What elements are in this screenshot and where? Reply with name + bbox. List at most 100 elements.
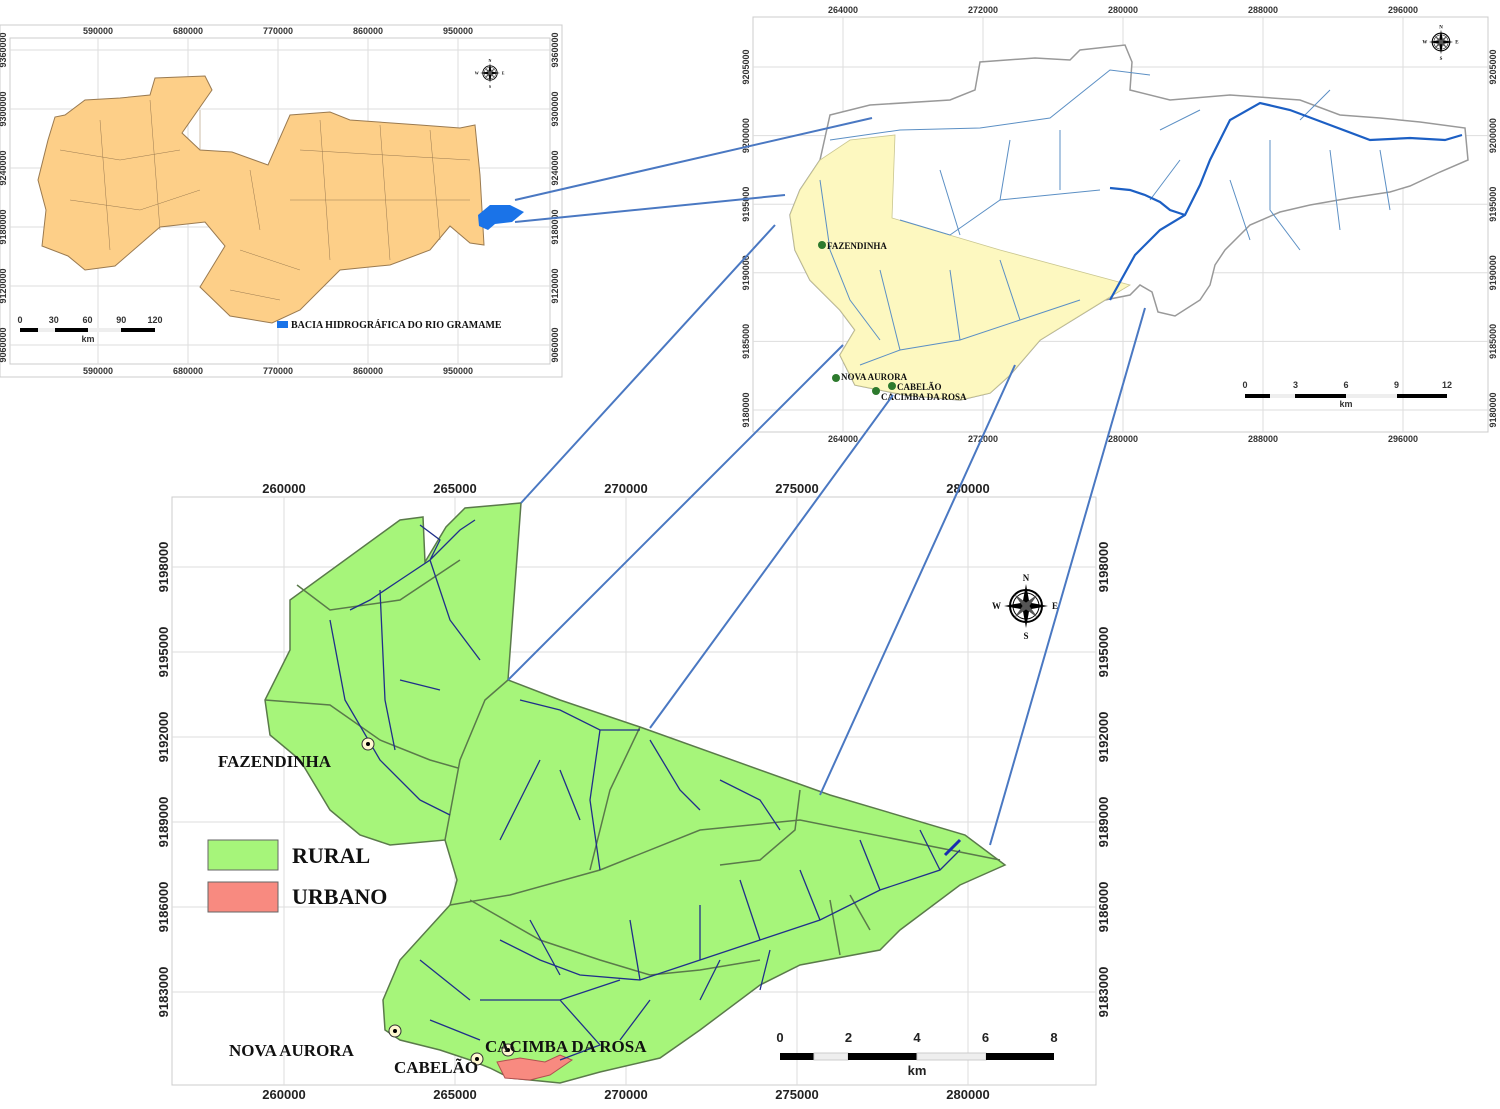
x-tick-label-bottom: 288000 bbox=[1248, 434, 1278, 444]
legend-swatch-rural bbox=[207, 839, 279, 871]
scale-bar: 0 30 60 90 120 km bbox=[17, 315, 162, 344]
towns-basin: FAZENDINHA NOVA AURORA CABELÃO CACIMBA D… bbox=[818, 241, 967, 402]
legend-label-basin: BACIA HIDROGRÁFICA DO RIO GRAMAME bbox=[291, 319, 502, 331]
y-tick-label-left: 9240000 bbox=[0, 150, 8, 185]
y-tick-label-left: 9192000 bbox=[156, 712, 171, 763]
scale-unit: km bbox=[81, 334, 94, 344]
drainage-network-detail bbox=[329, 519, 962, 1061]
x-tick-label-bottom: 860000 bbox=[353, 366, 383, 376]
gramame-basin-small bbox=[478, 205, 524, 230]
x-tick-label-bottom: 280000 bbox=[946, 1087, 989, 1102]
rural-area bbox=[264, 502, 1007, 1084]
basin-map-panel: 264000 264000 272000 272000 280000 280000 2880… bbox=[741, 5, 1498, 444]
x-tick-label-bottom: 270000 bbox=[604, 1087, 647, 1102]
y-tick-label-left: 9185000 bbox=[741, 324, 751, 359]
scale-label: 60 bbox=[82, 315, 92, 325]
x-tick-label-top: 260000 bbox=[262, 481, 305, 496]
y-tick-label-right: 9195000 bbox=[1488, 187, 1498, 222]
legend-label-urban: URBANO bbox=[292, 884, 387, 909]
y-tick-label-left: 9180000 bbox=[0, 209, 8, 244]
y-tick-label-left: 9195000 bbox=[156, 627, 171, 678]
y-tick-label-left: 9186000 bbox=[156, 882, 171, 933]
y-tick-label-right: 9360000 bbox=[550, 32, 560, 67]
y-tick-label-left: 9195000 bbox=[741, 187, 751, 222]
y-tick-label-right: 9060000 bbox=[550, 327, 560, 362]
y-tick-label-left: 9189000 bbox=[156, 797, 171, 848]
y-tick-label-left: 9183000 bbox=[156, 967, 171, 1018]
scale-label: 90 bbox=[116, 315, 126, 325]
x-tick-label-bottom: 272000 bbox=[968, 434, 998, 444]
scale-label: 0 bbox=[776, 1030, 783, 1045]
scale-bar: 0 2 4 6 8 km bbox=[776, 1030, 1057, 1078]
scale-label: 0 bbox=[17, 315, 22, 325]
x-tick-label-top: 288000 bbox=[1248, 5, 1278, 15]
town-marker-icon bbox=[501, 1043, 515, 1057]
town-marker-icon bbox=[388, 1024, 402, 1038]
y-tick-label-right: 9192000 bbox=[1096, 712, 1111, 763]
x-tick-label-bottom: 264000 bbox=[828, 434, 858, 444]
y-tick-label-right: 9189000 bbox=[1096, 797, 1111, 848]
x-tick-label-top: 265000 bbox=[433, 481, 476, 496]
scale-label: 2 bbox=[845, 1030, 852, 1045]
legend-swatch-urban bbox=[207, 881, 279, 913]
scale-label: 6 bbox=[1343, 380, 1348, 390]
scale-bar: 0 3 6 9 12 km bbox=[1242, 380, 1452, 409]
town-label: FAZENDINHA bbox=[218, 752, 332, 771]
town-marker-icon bbox=[470, 1052, 484, 1066]
y-tick-label-left: 9360000 bbox=[0, 32, 8, 67]
y-tick-label-right: 9180000 bbox=[550, 209, 560, 244]
scale-unit: km bbox=[1339, 399, 1352, 409]
scale-unit: km bbox=[908, 1063, 927, 1078]
x-tick-label-bottom: 296000 bbox=[1388, 434, 1418, 444]
x-tick-label-top: 590000 bbox=[83, 26, 113, 36]
x-tick-label-bottom: 590000 bbox=[83, 366, 113, 376]
x-tick-label-top: 270000 bbox=[604, 481, 647, 496]
y-tick-label-left: 9060000 bbox=[0, 327, 8, 362]
y-tick-label-left: 9200000 bbox=[741, 118, 751, 153]
x-tick-label-bottom: 260000 bbox=[262, 1087, 305, 1102]
compass-rose-detail bbox=[991, 572, 1060, 642]
scale-label: 6 bbox=[982, 1030, 989, 1045]
town-marker-icon bbox=[361, 737, 375, 751]
town-label: CABELÃO bbox=[897, 382, 942, 392]
x-tick-label-bottom: 770000 bbox=[263, 366, 293, 376]
y-tick-label-left: 9198000 bbox=[156, 542, 171, 593]
y-tick-label-right: 9198000 bbox=[1096, 542, 1111, 593]
x-tick-label-top: 950000 bbox=[443, 26, 473, 36]
scale-label: 4 bbox=[913, 1030, 921, 1045]
x-tick-label-bottom: 280000 bbox=[1108, 434, 1138, 444]
y-tick-label-left: 9300000 bbox=[0, 91, 8, 126]
compass-rose-basin bbox=[1421, 24, 1460, 63]
legend: RURAL URBANO bbox=[207, 839, 387, 913]
y-tick-label-right: 9200000 bbox=[1488, 118, 1498, 153]
scale-label: 8 bbox=[1050, 1030, 1057, 1045]
state-territory bbox=[37, 75, 485, 324]
town-label: CACIMBA DA ROSA bbox=[485, 1037, 647, 1056]
scale-label: 0 bbox=[1242, 380, 1247, 390]
x-tick-label-bottom: 275000 bbox=[775, 1087, 818, 1102]
town-label: NOVA AURORA bbox=[229, 1041, 355, 1060]
y-tick-label-right: 9186000 bbox=[1096, 882, 1111, 933]
x-tick-label-top: 860000 bbox=[353, 26, 383, 36]
scale-label: 120 bbox=[147, 315, 162, 325]
legend: BACIA HIDROGRÁFICA DO RIO GRAMAME bbox=[277, 319, 502, 331]
legend-label-rural: RURAL bbox=[292, 843, 370, 868]
x-tick-label-bottom: 680000 bbox=[173, 366, 203, 376]
x-tick-label-top: 770000 bbox=[263, 26, 293, 36]
town-label: NOVA AURORA bbox=[841, 372, 908, 382]
town-label: CABELÃO bbox=[394, 1058, 478, 1077]
detail-map-panel: 260000 260000 265000 265000 270000 270000 2750… bbox=[156, 481, 1111, 1102]
drainage-network bbox=[819, 69, 1463, 366]
internal-boundaries bbox=[264, 559, 1001, 976]
zoom-connector-lines bbox=[507, 117, 1146, 846]
x-tick-label-bottom: 950000 bbox=[443, 366, 473, 376]
y-tick-label-right: 9185000 bbox=[1488, 324, 1498, 359]
x-tick-label-top: 296000 bbox=[1388, 5, 1418, 15]
town-label: FAZENDINHA bbox=[827, 241, 887, 251]
y-tick-label-right: 9183000 bbox=[1096, 967, 1111, 1018]
state-map-panel: 590000 590000 680000 680000 770000 770000 8600… bbox=[0, 24, 563, 378]
scale-label: 3 bbox=[1293, 380, 1298, 390]
x-tick-label-top: 280000 bbox=[1108, 5, 1138, 15]
x-tick-label-top: 272000 bbox=[968, 5, 998, 15]
